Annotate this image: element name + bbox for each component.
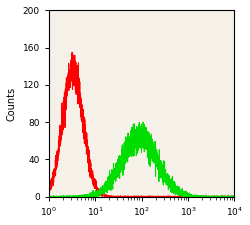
Y-axis label: Counts: Counts: [7, 86, 17, 121]
